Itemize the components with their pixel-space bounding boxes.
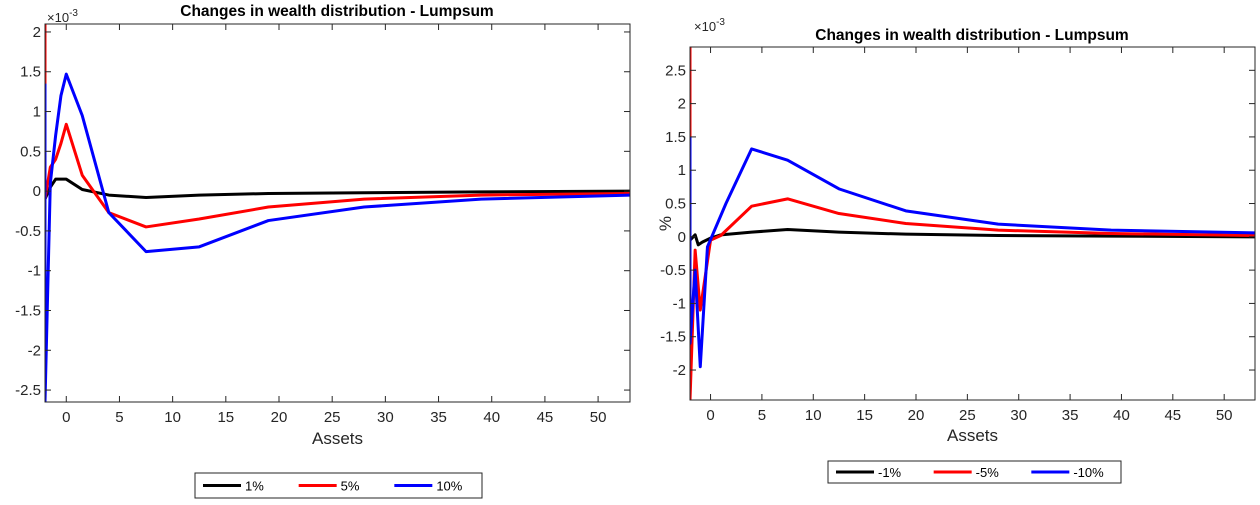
y-tick-label: 1 (678, 162, 686, 179)
chart-1: -2.5-2-1.5-1-0.500.511.520 5 10 15 20 25 30 35 4… (15, 3, 631, 499)
chart-title: Changes in wealth distribution - Lumpsum (815, 27, 1128, 44)
legend-label-3: -10% (1073, 465, 1104, 480)
y-tick-label: 2.5 (665, 62, 686, 79)
x-tick-label: 5 (758, 407, 766, 424)
y-tick-label: -1.5 (15, 302, 41, 319)
y-tick-label: -2 (673, 362, 686, 379)
x-tick-label: 25 (324, 409, 341, 426)
y-tick-label: -0.5 (660, 262, 686, 279)
y-exponent-label: ×10-3 (47, 8, 78, 25)
x-tick-label: 10 (164, 409, 181, 426)
axes-box (44, 23, 631, 403)
chart-title: Changes in wealth distribution - Lumpsum (180, 3, 493, 20)
x-axis-label: Assets (947, 426, 998, 445)
x-tick-label: 0 (706, 407, 714, 424)
y-tick-label: -1 (28, 263, 41, 280)
x-tick-label: 45 (1164, 407, 1181, 424)
x-tick-label: 40 (483, 409, 500, 426)
y-tick-label: 2 (678, 96, 686, 113)
x-axis-label: Assets (312, 429, 363, 448)
legend: 1% 5% 10% (194, 472, 483, 499)
x-tick-label: 50 (1216, 407, 1233, 424)
y-tick-label: 0.5 (665, 196, 686, 213)
axes-box (689, 46, 1256, 401)
y-tick-label: 1.5 (20, 64, 41, 81)
y-tick-label: 0.5 (20, 143, 41, 160)
series-line-1 (690, 227, 1255, 247)
x-tick-label: 5 (115, 409, 123, 426)
legend-box (827, 460, 1122, 484)
chart-2: -2 -1.5 -1 -0.5 0 0.5 1 1.5 2 2.5 0 5 10 15 20 25 30 35 40… (656, 17, 1256, 484)
y-tick-label: 0 (678, 229, 686, 246)
x-tick-label: 35 (430, 409, 447, 426)
y-tick-label: -2 (28, 342, 41, 359)
series-group (690, 47, 1255, 400)
legend: -1% -5% -10% (827, 460, 1122, 484)
series-line-3 (690, 136, 1255, 369)
x-tick-label: 25 (959, 407, 976, 424)
y-tick-label: 1.5 (665, 129, 686, 146)
legend-label-3: 10% (436, 479, 462, 494)
x-tick-label: 15 (856, 407, 873, 424)
y-tick-label: -2.5 (15, 382, 41, 399)
x-tick-label: 15 (217, 409, 234, 426)
y-tick-label: -1.5 (660, 329, 686, 346)
y-axis-label: % (656, 216, 675, 231)
x-tick-label: 35 (1062, 407, 1079, 424)
x-tick-label: 30 (1010, 407, 1027, 424)
series-line-1 (45, 177, 630, 200)
legend-label-1: 1% (245, 479, 264, 494)
series-line-3 (45, 72, 630, 402)
legend-box (194, 472, 483, 499)
y-exponent-label: ×10-3 (694, 17, 725, 34)
y-tick-label: 0 (33, 183, 41, 200)
x-tick-label: 20 (908, 407, 925, 424)
y-tick-label: -0.5 (15, 223, 41, 240)
series-line-2 (690, 47, 1255, 400)
y-tick-label: 2 (33, 24, 41, 41)
x-tick-label: 45 (537, 409, 554, 426)
legend-label-1: -1% (878, 465, 902, 480)
x-tick-label: 30 (377, 409, 394, 426)
x-tick-label: 40 (1113, 407, 1130, 424)
y-tick-label: 1 (33, 104, 41, 121)
x-tick-label: 10 (805, 407, 822, 424)
x-tick-label: 20 (271, 409, 288, 426)
x-tick-label: 50 (590, 409, 607, 426)
x-tick-label: 0 (62, 409, 70, 426)
y-tick-label: -1 (673, 295, 686, 312)
legend-label-2: -5% (976, 465, 1000, 480)
legend-label-2: 5% (341, 479, 360, 494)
series-group (45, 24, 630, 402)
